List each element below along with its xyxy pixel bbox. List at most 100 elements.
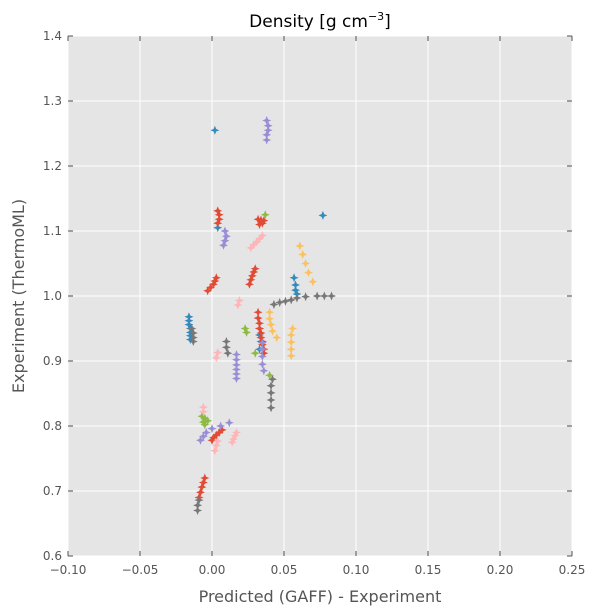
data-point-series-1 [289, 273, 299, 283]
data-point-series-7 [257, 231, 267, 241]
data-point-series-7 [229, 434, 239, 444]
data-points [184, 116, 337, 515]
data-point-series-2 [208, 279, 218, 289]
data-point-series-3 [220, 226, 230, 236]
data-point-series-2 [214, 214, 224, 224]
data-point-series-2 [210, 276, 220, 286]
y-tick-label: 0.6 [43, 549, 62, 563]
y-tick-label: 0.9 [43, 354, 62, 368]
y-tick-label: 1.2 [43, 159, 62, 173]
data-point-series-4 [221, 342, 231, 352]
data-point-series-7 [255, 234, 265, 244]
y-tick-label: 1.3 [43, 94, 62, 108]
x-axis-label: Predicted (GAFF) - Experiment [199, 587, 442, 606]
data-point-series-4 [312, 291, 322, 301]
data-point-series-1 [213, 223, 223, 233]
data-point-series-3 [231, 360, 241, 370]
data-point-series-5 [288, 324, 298, 333]
data-point-series-6 [200, 413, 210, 423]
data-point-series-6 [198, 417, 208, 427]
data-point-series-3 [231, 364, 241, 374]
y-tick-label: 1.1 [43, 224, 62, 238]
data-point-series-7 [210, 446, 220, 456]
data-point-series-7 [213, 348, 223, 358]
data-point-series-4 [266, 403, 276, 413]
data-point-series-2 [211, 273, 221, 283]
data-point-series-2 [255, 324, 265, 333]
x-tick-label: 0.15 [415, 563, 442, 577]
data-point-series-2 [208, 433, 218, 443]
data-point-series-2 [250, 264, 260, 274]
data-point-series-5 [265, 314, 275, 324]
data-point-series-2 [197, 482, 207, 492]
data-point-series-3 [262, 130, 272, 140]
data-point-series-7 [213, 436, 223, 446]
y-tick-label: 1.4 [43, 29, 62, 43]
data-point-series-3 [216, 421, 226, 431]
data-point-series-5 [286, 344, 296, 354]
data-point-series-5 [286, 330, 296, 340]
data-point-series-2 [211, 430, 221, 440]
y-tick-label: 0.8 [43, 419, 62, 433]
data-point-series-3 [231, 369, 241, 379]
data-point-series-2 [256, 333, 266, 343]
data-point-series-4 [193, 506, 203, 515]
data-point-series-2 [259, 216, 269, 226]
x-axis-ticks: −0.10 −0.05 0.00 0.05 0.10 0.15 0.20 0.25 [50, 36, 586, 577]
data-point-series-3 [257, 338, 267, 348]
x-tick-label: 0.25 [559, 563, 586, 577]
data-point-series-3 [262, 116, 272, 125]
data-point-series-6 [242, 327, 252, 337]
data-point-series-5 [303, 268, 313, 278]
data-point-series-2 [249, 267, 259, 277]
data-point-series-6 [260, 210, 270, 220]
data-point-series-7 [211, 353, 221, 363]
data-point-series-4 [266, 381, 276, 391]
data-point-series-4 [275, 298, 285, 307]
data-point-series-4 [327, 291, 337, 301]
data-point-series-1 [318, 210, 328, 220]
data-point-series-2 [195, 487, 205, 497]
data-point-series-1 [291, 285, 301, 295]
data-point-series-1 [255, 330, 265, 340]
data-point-series-4 [187, 324, 197, 333]
data-point-series-2 [206, 283, 216, 293]
data-point-series-6 [240, 324, 250, 333]
data-point-series-5 [301, 259, 311, 268]
data-point-series-2 [257, 218, 267, 228]
data-point-series-6 [265, 370, 275, 380]
data-point-series-4 [188, 337, 198, 346]
data-point-series-2 [203, 286, 213, 296]
data-point-series-4 [301, 292, 311, 302]
x-tick-label: −0.05 [122, 563, 159, 577]
x-tick-label: 0.05 [271, 563, 298, 577]
data-point-series-5 [265, 307, 275, 317]
data-point-series-2 [213, 206, 223, 216]
data-point-series-3 [201, 428, 211, 437]
data-point-series-2 [207, 435, 217, 445]
data-point-series-2 [200, 473, 210, 483]
data-point-series-2 [198, 478, 208, 488]
data-point-series-7 [198, 407, 208, 417]
data-point-series-2 [255, 220, 265, 229]
chart-title: Density [g cm−3] [249, 10, 391, 32]
data-point-series-3 [198, 431, 208, 441]
data-point-series-3 [231, 355, 241, 365]
data-point-series-7 [249, 240, 259, 250]
data-point-series-2 [214, 210, 224, 220]
y-tick-label: 1.0 [43, 289, 62, 303]
data-point-series-1 [184, 320, 194, 330]
x-tick-label: 0.10 [343, 563, 370, 577]
y-axis-label: Experiment (ThermoML) [9, 199, 28, 393]
data-point-series-4 [267, 374, 277, 384]
data-point-series-7 [230, 431, 240, 441]
data-point-series-5 [266, 320, 276, 330]
data-point-series-5 [295, 241, 305, 251]
data-point-series-5 [298, 249, 308, 259]
data-point-series-3 [207, 424, 217, 434]
data-point-series-6 [203, 416, 213, 426]
data-point-series-3 [195, 435, 205, 445]
data-point-series-5 [286, 351, 296, 361]
data-point-series-3 [257, 359, 267, 369]
